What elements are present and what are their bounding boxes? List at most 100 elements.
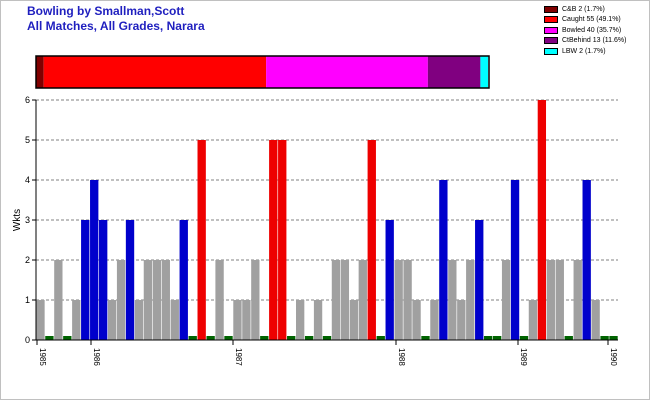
bar-shading — [197, 140, 206, 340]
y-tick-label: 6 — [25, 95, 30, 105]
bar-shading — [412, 300, 421, 340]
bar-shading — [143, 260, 153, 340]
bar-shading — [457, 300, 466, 340]
bar-shading — [36, 300, 45, 340]
y-tick-label: 4 — [25, 175, 30, 185]
dismissal-segment — [43, 56, 267, 88]
y-tick-label: 1 — [25, 295, 30, 305]
bar-shading — [600, 336, 609, 340]
bar-shading — [394, 260, 403, 340]
x-tick-label: 1986 — [92, 348, 101, 366]
bar-shading — [179, 220, 188, 340]
legend-swatch — [544, 5, 558, 13]
bar-shading — [546, 260, 555, 340]
legend: C&B 2 (1.7%) Caught 55 (49.1%) Bowled 40 (… — [544, 4, 626, 57]
x-tick-label: 1987 — [234, 348, 243, 366]
bar-shading — [367, 140, 376, 340]
bar-shading — [385, 220, 394, 340]
bar-shading — [501, 260, 511, 340]
bar-shading — [224, 336, 233, 340]
bar-shading — [107, 300, 117, 340]
bar-shading — [278, 140, 287, 340]
bar-shading — [430, 300, 439, 340]
dismissal-segment — [427, 56, 481, 88]
bar-shading — [537, 100, 547, 340]
bar-shading — [439, 180, 448, 340]
bar-shading — [161, 260, 170, 340]
dismissal-bar-border — [35, 55, 490, 89]
bar-shading — [260, 336, 269, 340]
legend-label: CtBehind 13 (11.6%) — [562, 37, 627, 45]
legend-label: LBW 2 (1.7%) — [562, 47, 606, 55]
x-tick-label: 1985 — [38, 348, 47, 366]
legend-label: Bowled 40 (35.7%) — [562, 26, 622, 34]
legend-item: Caught 55 (49.1%) — [544, 15, 626, 26]
bar-shading — [421, 336, 430, 340]
bar-shading — [90, 180, 99, 340]
bar-shading — [555, 260, 564, 340]
bar-shading — [358, 260, 367, 340]
bar-shading — [493, 336, 502, 340]
legend-label: Caught 55 (49.1%) — [562, 16, 621, 24]
bar-shading — [582, 180, 591, 340]
x-tick-label: 1989 — [519, 348, 528, 366]
legend-item: LBW 2 (1.7%) — [544, 46, 626, 57]
dismissal-segment — [480, 56, 489, 88]
bar-shading — [322, 336, 332, 340]
bar-shading — [564, 336, 573, 340]
bar-shading — [215, 260, 224, 340]
y-tick-label: 5 — [25, 135, 30, 145]
bar-shading — [403, 260, 412, 340]
bar-shading — [331, 260, 341, 340]
bar-shading — [349, 300, 358, 340]
chart-subtitle: All Matches, All Grades, Narara — [27, 19, 205, 33]
y-tick-label: 3 — [25, 215, 30, 225]
bar-shading — [591, 300, 600, 340]
bar-shading — [54, 260, 63, 340]
legend-item: Bowled 40 (35.7%) — [544, 25, 626, 36]
dismissal-segment — [266, 56, 428, 88]
dismissal-segment — [36, 56, 44, 88]
bar-shading — [188, 336, 197, 340]
bar-shading — [573, 260, 582, 340]
y-axis-label: Wkts — [12, 209, 23, 231]
x-tick-label: 1990 — [609, 348, 618, 366]
bar-shading — [242, 300, 251, 340]
y-tick-label: 0 — [25, 335, 30, 345]
bar-shading — [448, 260, 457, 340]
bar-shading — [152, 260, 161, 340]
legend-swatch — [544, 47, 558, 55]
bar-shading — [609, 336, 618, 340]
bar-shading — [484, 336, 493, 340]
bar-shading — [519, 336, 529, 340]
legend-swatch — [544, 26, 558, 34]
bar-shading — [63, 336, 72, 340]
bar-shading — [125, 220, 135, 340]
bar-shading — [116, 260, 126, 340]
legend-item: C&B 2 (1.7%) — [544, 4, 626, 15]
bar-shading — [251, 260, 260, 340]
bar-shading — [475, 220, 484, 340]
bar-shading — [340, 260, 350, 340]
bar-shading — [313, 300, 323, 340]
bar-shading — [296, 300, 305, 340]
legend-item: CtBehind 13 (11.6%) — [544, 36, 626, 47]
bar-shading — [269, 140, 278, 340]
bar-shading — [466, 260, 475, 340]
bar-shading — [304, 336, 314, 340]
bar-shading — [528, 300, 538, 340]
bar-shading — [510, 180, 520, 340]
bar-shading — [287, 336, 296, 340]
bar-shading — [376, 336, 385, 340]
legend-swatch — [544, 16, 558, 24]
bar-shading — [45, 336, 54, 340]
y-tick-label: 2 — [25, 255, 30, 265]
legend-swatch — [544, 37, 558, 45]
bar-shading — [134, 300, 144, 340]
bar-shading — [99, 220, 108, 340]
bar-shading — [72, 300, 81, 340]
x-tick-label: 1988 — [397, 348, 406, 366]
bar-shading — [170, 300, 179, 340]
bar-shading — [233, 300, 242, 340]
bar-shading — [206, 336, 215, 340]
